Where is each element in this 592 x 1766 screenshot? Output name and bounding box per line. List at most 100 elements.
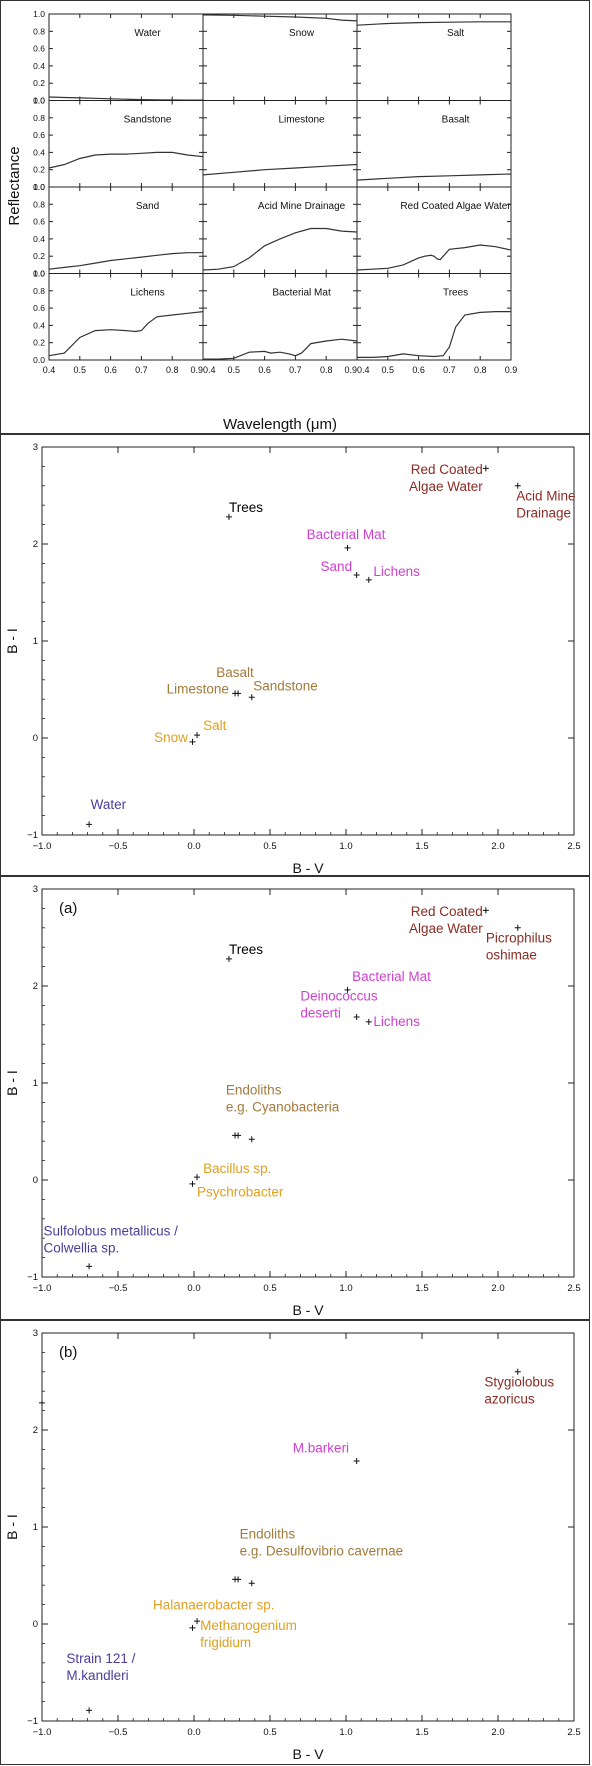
point-label-line: Trees bbox=[229, 500, 263, 515]
x-tick-label: 1.5 bbox=[415, 1727, 428, 1738]
point-label-endoliths: Endoliths e.g. Cyanobacteria bbox=[226, 1083, 340, 1115]
x-tick-label: 0.0 bbox=[187, 841, 200, 852]
data-point-marker bbox=[248, 1580, 255, 1587]
data-point-marker bbox=[235, 1576, 242, 1583]
color-color-scatter: −1.0 −0.5 0.0 0.5 1.0 1.5 2.0 2.5 −1 0 1 2 3 Red Coat… bbox=[4, 442, 581, 876]
point-label-line: Endoliths bbox=[240, 1527, 296, 1542]
data-point-marker bbox=[189, 1624, 196, 1631]
y-tick-label: 1.0 bbox=[33, 182, 45, 192]
y-tick-label: −1 bbox=[27, 1272, 38, 1283]
point-label-line: frigidium bbox=[200, 1635, 251, 1650]
y-tick-label: 0.6 bbox=[33, 217, 45, 227]
color-color-panel-a: −1.0 −0.5 0.0 0.5 1.0 1.5 2.0 2.5 −1 0 1 2 3 Red Coat… bbox=[0, 876, 590, 1320]
point-label-line: Acid Mine bbox=[516, 488, 575, 503]
point-label-line: M.barkeri bbox=[293, 1440, 349, 1455]
point-label-sandstone: Sandstone bbox=[253, 678, 318, 693]
y-tick-label: 0.2 bbox=[33, 78, 45, 88]
point-label-line: M.kandleri bbox=[66, 1668, 128, 1683]
point-label-bacterial-mat: Bacterial Mat bbox=[352, 969, 431, 984]
point-label-strain-121: Strain 121 / M.kandleri bbox=[66, 1651, 135, 1683]
subplot-frame-lichens bbox=[48, 273, 204, 361]
data-point-marker bbox=[225, 955, 232, 962]
data-point-marker bbox=[482, 465, 489, 472]
x-tick-label: 0.5 bbox=[74, 365, 87, 375]
x-tick-label: 0.5 bbox=[382, 365, 395, 375]
point-label-psychrobacter: Psychrobacter bbox=[197, 1184, 284, 1199]
subplot-title-snow: Snow bbox=[289, 28, 315, 39]
color-color-panel-b: −1.0 −0.5 0.0 0.5 1.0 1.5 2.0 2.5 −1 0 1 2 3 Stygiolo… bbox=[0, 1320, 590, 1765]
point-label-line: e.g. Cyanobacteria bbox=[226, 1100, 340, 1115]
subplot-frame-basalt bbox=[356, 100, 512, 188]
x-tick-label: 0.0 bbox=[187, 1283, 200, 1294]
subplot-title-sand: Sand bbox=[136, 201, 159, 212]
y-tick-label: 0.0 bbox=[33, 182, 45, 192]
data-point-marker bbox=[189, 1180, 196, 1187]
data-point-marker bbox=[86, 821, 93, 828]
x-tick-label: 0.6 bbox=[258, 365, 271, 375]
data-point-marker bbox=[194, 1174, 201, 1181]
y-tick-label: 1.0 bbox=[33, 269, 45, 279]
x-tick-label: 0.5 bbox=[263, 1727, 276, 1738]
point-label-line: Methanogenium bbox=[200, 1618, 297, 1633]
x-tick-label: 0.8 bbox=[320, 365, 333, 375]
x-tick-label: 0.9 bbox=[190, 365, 203, 375]
y-tick-label: 0.0 bbox=[33, 269, 45, 279]
x-tick-label: 0.6 bbox=[104, 365, 117, 375]
spectrum-line-sand bbox=[48, 252, 203, 270]
data-point-marker bbox=[365, 1018, 372, 1025]
data-point-marker bbox=[225, 513, 232, 520]
x-axis-label: Wavelength (μm) bbox=[223, 416, 337, 433]
spectrum-line-acid-mine-drainage bbox=[202, 227, 358, 271]
point-label-sand: Sand bbox=[321, 559, 353, 574]
subplot-frame-water bbox=[48, 13, 204, 101]
y-tick-label: 3 bbox=[33, 884, 38, 895]
y-tick-label: 1 bbox=[33, 1078, 38, 1089]
data-point-marker bbox=[194, 1618, 201, 1625]
subplot-title-lichens: Lichens bbox=[130, 288, 164, 299]
point-label-trees: Trees bbox=[229, 500, 263, 515]
panel-tag: (b) bbox=[59, 1344, 77, 1361]
data-point-marker bbox=[344, 544, 351, 551]
y-tick-label: −1 bbox=[27, 830, 38, 841]
subplot-title-salt: Salt bbox=[447, 28, 464, 39]
spectrum-line-snow bbox=[202, 14, 358, 22]
spectrum-line-salt bbox=[356, 21, 511, 26]
subplot-frame-trees bbox=[356, 273, 512, 361]
point-label-line: Drainage bbox=[516, 505, 571, 520]
y-tick-label: 0.8 bbox=[33, 113, 45, 123]
y-tick-label: 0.4 bbox=[33, 147, 45, 157]
x-tick-label: 0.9 bbox=[505, 365, 518, 375]
plot-frame bbox=[41, 446, 575, 836]
point-label-halanaerobacter-sp: Halanaerobacter sp. bbox=[153, 1597, 275, 1612]
point-label-line: azoricus bbox=[484, 1391, 535, 1406]
data-point-marker bbox=[194, 732, 201, 739]
spectrum-line-red-coated-algae-water bbox=[356, 244, 512, 271]
x-tick-label: 0.7 bbox=[443, 365, 456, 375]
x-tick-label: −0.5 bbox=[109, 841, 128, 852]
y-tick-label: 0 bbox=[33, 1175, 38, 1186]
point-label-lichens: Lichens bbox=[373, 564, 420, 579]
point-label-line: deserti bbox=[300, 1006, 341, 1021]
y-tick-label: 0 bbox=[33, 733, 38, 744]
x-tick-label: 0.9 bbox=[344, 365, 357, 375]
y-tick-label: 1 bbox=[33, 1522, 38, 1533]
data-point-marker bbox=[353, 572, 360, 579]
color-color-panel: −1.0 −0.5 0.0 0.5 1.0 1.5 2.0 2.5 −1 0 1 2 3 Red Coat… bbox=[0, 434, 590, 876]
x-tick-label: 2.0 bbox=[491, 841, 504, 852]
point-label-line: oshimae bbox=[486, 947, 537, 962]
point-label-line: Limestone bbox=[167, 681, 229, 696]
point-label-line: Red Coated bbox=[411, 904, 483, 919]
x-tick-label: 0.8 bbox=[474, 365, 487, 375]
point-label-line: Red Coated bbox=[411, 462, 483, 477]
subplot-title-bacterial-mat: Bacterial Mat bbox=[272, 288, 331, 299]
y-tick-label: 0.8 bbox=[33, 199, 45, 209]
y-tick-label: 0.6 bbox=[33, 303, 45, 313]
y-tick-label: 3 bbox=[33, 1328, 38, 1339]
x-tick-label: 0.6 bbox=[412, 365, 425, 375]
point-label-line: Colwellia sp. bbox=[44, 1240, 120, 1255]
y-tick-label: 1 bbox=[33, 636, 38, 647]
x-tick-label: 0.4 bbox=[43, 365, 56, 375]
point-label-bacterial-mat: Bacterial Mat bbox=[307, 527, 386, 542]
data-point-marker bbox=[248, 694, 255, 701]
subplot-title-sandstone: Sandstone bbox=[124, 115, 172, 126]
